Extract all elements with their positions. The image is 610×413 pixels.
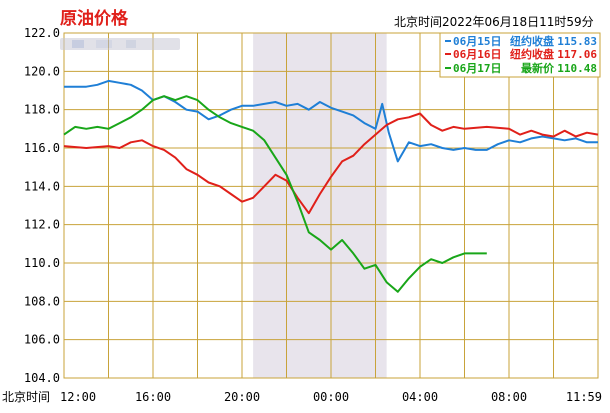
tick-label-layer: 104.0 106.0 108.0 110.0 112.0 114.0 116.0 118.0… — [2, 26, 602, 404]
plot-frame — [63, 32, 599, 379]
legend-item-0615: 06月15日 纽约收盘 115.83 — [445, 34, 597, 48]
y-tick-label: 112.0 — [24, 218, 60, 232]
legend-date-0616: 06月16日 — [453, 48, 502, 61]
series-line-1 — [63, 112, 599, 215]
y-tick-label: 116.0 — [24, 141, 60, 155]
blurred-watermark — [60, 38, 180, 50]
y-tick-label: 108.0 — [24, 294, 60, 308]
shaded-period-layer — [253, 33, 387, 378]
grid-layer — [63, 32, 599, 379]
legend-label-0617: 最新价 — [521, 61, 555, 75]
y-tick-label: 104.0 — [24, 371, 60, 385]
legend-box — [439, 32, 601, 78]
x-axis-label: 北京时间 — [2, 390, 50, 404]
legend-value-0617: 110.48 — [557, 62, 597, 75]
legend-value-0615: 115.83 — [557, 35, 597, 48]
timestamp-label: 北京时间2022年06月18日11时59分 — [394, 15, 594, 29]
chart-title: 原油价格 — [60, 8, 129, 29]
x-tick-label: 04:00 — [402, 390, 438, 404]
y-tick-label: 110.0 — [24, 256, 60, 270]
y-tick-label: 106.0 — [24, 333, 60, 347]
shaded-period-band — [253, 33, 387, 378]
y-tick-label: 118.0 — [24, 103, 60, 117]
legend: 06月15日 纽约收盘 115.83 06月16日 纽约收盘 117.06 06… — [439, 32, 601, 78]
legend-item-0616: 06月16日 纽约收盘 117.06 — [445, 47, 597, 61]
legend-date-0617: 06月17日 — [453, 62, 502, 75]
x-tick-label: 00:00 — [313, 390, 349, 404]
legend-label-0616: 纽约收盘 — [510, 47, 554, 61]
y-tick-label: 114.0 — [24, 179, 60, 193]
legend-value-0616: 117.06 — [557, 48, 597, 61]
x-tick-label: 12:00 — [60, 390, 96, 404]
legend-label-0615: 纽约收盘 — [510, 34, 554, 48]
x-tick-label: 20:00 — [224, 390, 260, 404]
x-tick-label: 11:59 — [566, 390, 602, 404]
series-line-2 — [63, 95, 487, 293]
y-tick-label: 122.0 — [24, 26, 60, 40]
y-tick-label: 120.0 — [24, 64, 60, 78]
x-tick-label: 16:00 — [135, 390, 171, 404]
series-layer — [63, 79, 599, 293]
x-tick-label: 08:00 — [491, 390, 527, 404]
legend-item-0617: 06月17日 最新价 110.48 — [445, 61, 597, 75]
legend-date-0615: 06月15日 — [453, 35, 502, 48]
